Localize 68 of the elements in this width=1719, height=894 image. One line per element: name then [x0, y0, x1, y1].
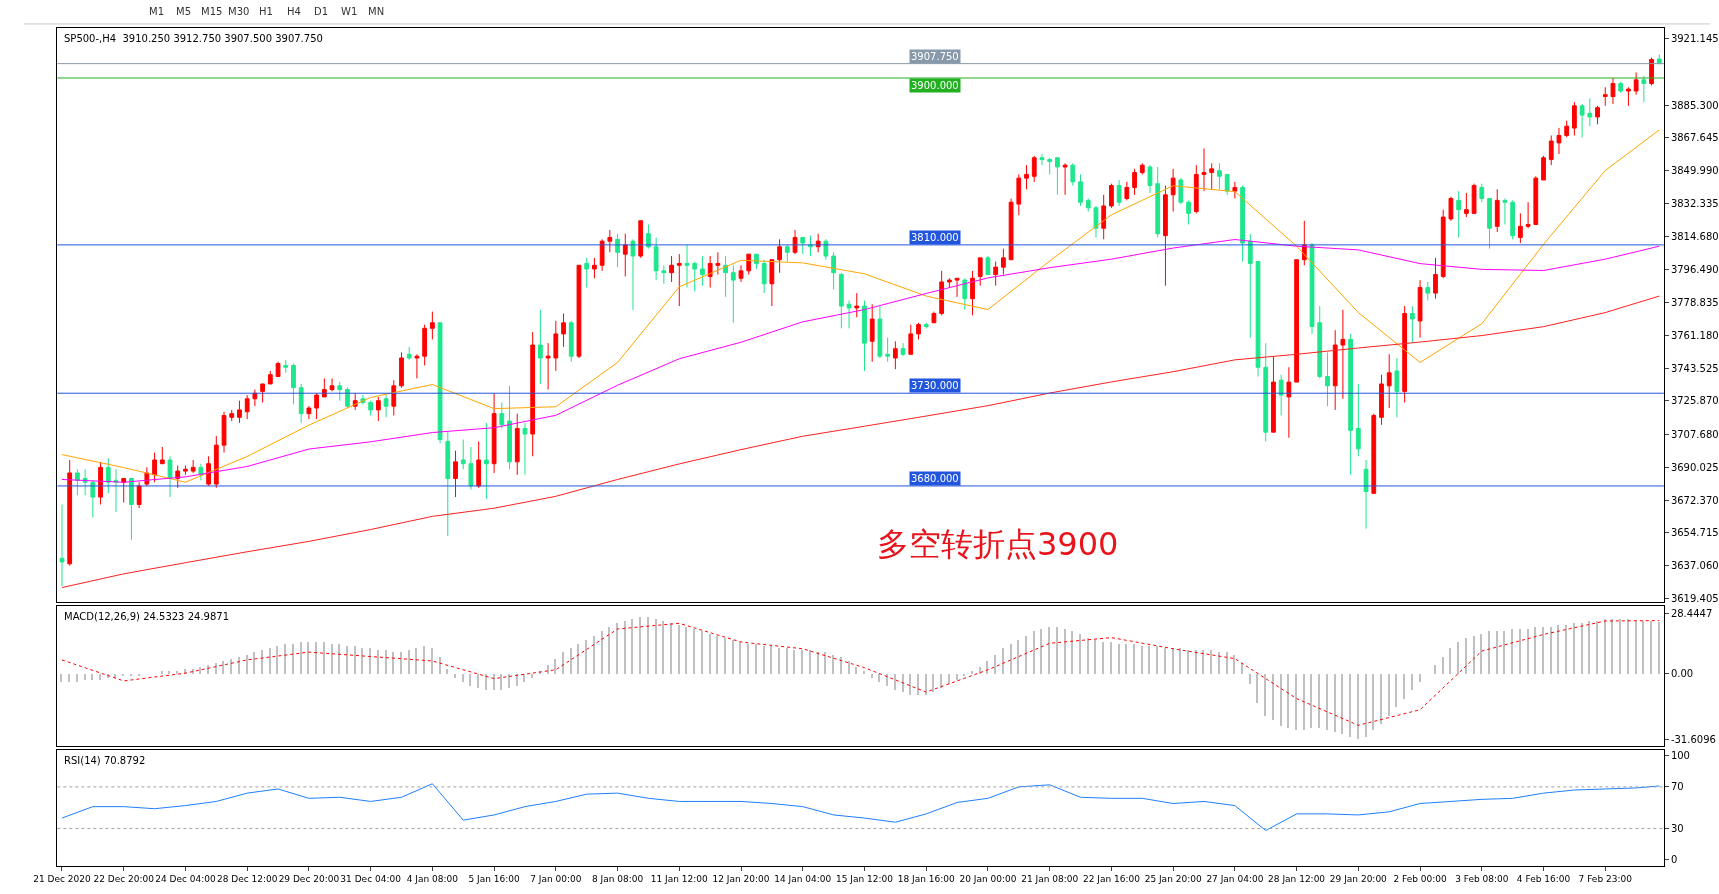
x-tick-label: 4 Jan 08:00 [406, 873, 459, 884]
y-tick-label: 0.00 [1670, 667, 1694, 679]
y-tick-label: 28.4447 [1670, 607, 1713, 619]
y-tick-label: 3832.335 [1670, 197, 1719, 209]
text: M5 [176, 6, 191, 17]
y-tick-label: 3849.990 [1670, 165, 1719, 177]
text: M15 [201, 6, 223, 17]
y-tick-label: 3707.680 [1670, 429, 1719, 441]
x-tick-label: 31 Dec 04:00 [340, 873, 402, 884]
x-tick-label: 20 Jan 00:00 [959, 873, 1017, 884]
text: SP500-,H4 3910.250 3912.750 3907.500 3907.750 [64, 33, 323, 44]
y-tick-label: 3921.145 [1670, 33, 1719, 45]
text: M30 [228, 6, 250, 17]
text: H4 [287, 6, 301, 17]
y-tick-label: 30 [1670, 822, 1684, 834]
x-tick-label: 21 Jan 08:00 [1021, 873, 1079, 884]
x-tick-label: 22 Jan 16:00 [1082, 873, 1141, 884]
x-tick-label: 12 Jan 20:00 [712, 873, 770, 884]
text: MACD(12,26,9) 24.5323 24.9871 [64, 611, 230, 622]
x-tick-label: 27 Jan 04:00 [1206, 873, 1264, 884]
x-tick-label: 8 Jan 08:00 [591, 873, 644, 884]
x-tick-label: 29 Dec 20:00 [278, 873, 340, 884]
ref-line-label: 3907.750 [911, 51, 959, 62]
x-tick-label: 24 Dec 04:00 [155, 873, 216, 884]
text: H1 [259, 6, 273, 17]
x-tick-label: 11 Jan 12:00 [650, 873, 709, 884]
ref-line-label: 3730.000 [911, 380, 959, 391]
x-tick-label: 29 Jan 20:00 [1329, 873, 1388, 884]
y-tick-label: 3690.025 [1670, 461, 1719, 473]
y-tick-label: 3637.060 [1670, 560, 1719, 572]
y-tick-label: 3725.870 [1670, 395, 1719, 407]
x-tick-label: 5 Jan 16:00 [468, 873, 520, 884]
text: M1 [149, 6, 164, 17]
x-tick-label: 28 Dec 12:00 [216, 873, 278, 884]
y-tick-label: 3619.405 [1670, 592, 1719, 604]
x-tick-label: 28 Jan 12:00 [1268, 873, 1326, 884]
x-tick-label: 2 Feb 00:00 [1393, 873, 1447, 884]
ref-line-label: 3680.000 [911, 473, 959, 484]
y-tick-label: 100 [1670, 750, 1690, 762]
y-tick-label: 3778.835 [1670, 297, 1719, 309]
y-tick-label: 70 [1670, 781, 1684, 793]
y-tick-label: 0 [1670, 854, 1678, 866]
x-tick-label: 15 Jan 12:00 [836, 873, 894, 884]
x-tick-label: 25 Jan 20:00 [1144, 873, 1202, 884]
y-tick-label: -31.6096 [1670, 734, 1716, 746]
x-tick-label: 7 Feb 23:00 [1578, 873, 1633, 884]
ref-line-label: 3810.000 [911, 232, 959, 243]
y-tick-label: 3654.715 [1670, 527, 1719, 539]
y-tick-label: 3761.180 [1670, 329, 1719, 341]
text: W1 [341, 6, 358, 17]
ref-line-label: 3900.000 [911, 80, 959, 91]
x-tick-label: 22 Dec 20:00 [93, 873, 155, 884]
text: D1 [314, 6, 329, 17]
text: RSI(14) 70.8792 [64, 755, 146, 766]
x-tick-label: 4 Feb 16:00 [1516, 873, 1571, 884]
y-tick-label: 3867.645 [1670, 132, 1719, 144]
x-tick-label: 21 Dec 2020 [33, 873, 91, 884]
text: MN [368, 6, 385, 17]
x-tick-label: 18 Jan 16:00 [897, 873, 955, 884]
y-tick-label: 3814.680 [1670, 230, 1719, 242]
y-tick-label: 3743.525 [1670, 362, 1719, 374]
annotation: 多空转折点3900 [877, 525, 1119, 563]
y-tick-label: 3885.300 [1670, 99, 1719, 111]
x-tick-label: 14 Jan 04:00 [774, 873, 832, 884]
y-tick-label: 3796.490 [1670, 264, 1719, 276]
x-tick-label: 3 Feb 08:00 [1455, 873, 1509, 884]
x-tick-label: 7 Jan 00:00 [530, 873, 582, 884]
y-tick-label: 3672.370 [1670, 494, 1719, 506]
